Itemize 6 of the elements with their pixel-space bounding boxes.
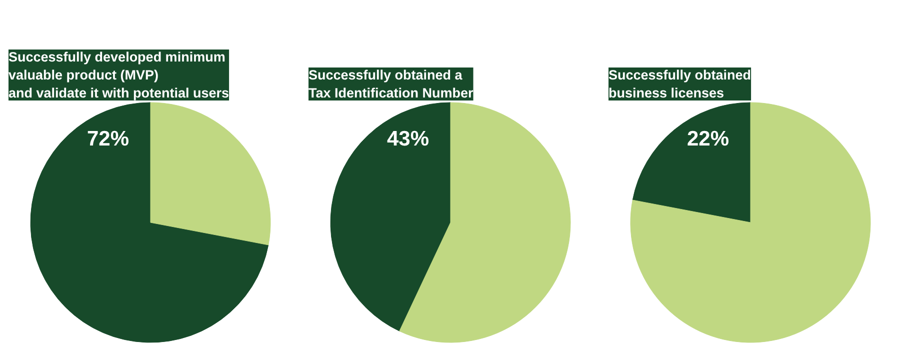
data-label: 72% [86,128,130,151]
data-label: 43% [386,128,430,151]
data-label: 22% [686,128,730,151]
chart-title: Successfully obtained a Tax Identification Number [308,68,474,100]
chart-title: Successfully developed minimum valuable product (MVP) and validate it with potential users [8,50,230,100]
chart-title: Successfully obtained business licenses [608,68,752,100]
